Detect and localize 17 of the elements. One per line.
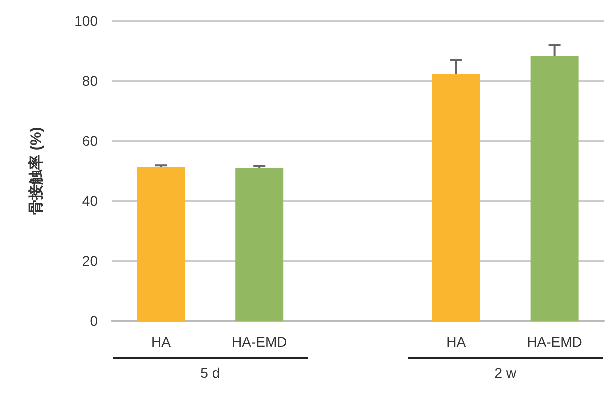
group-bracket: 2 w [408, 357, 603, 381]
x-tick-label: HA-EMD [527, 334, 582, 350]
y-tick-label: 40 [82, 193, 98, 209]
bar [530, 56, 579, 321]
x-tick-label: HA [151, 334, 172, 350]
y-tick-label: 80 [82, 73, 98, 89]
group-bracket: 5 d [113, 357, 308, 381]
bar [432, 74, 480, 321]
y-tick-label: 100 [74, 13, 98, 29]
bar [236, 168, 284, 321]
bar [137, 167, 186, 321]
y-tick-label: 20 [82, 253, 98, 269]
x-tick-label: HA-EMD [232, 334, 288, 350]
x-tick-label: HA [446, 334, 467, 350]
y-axis-title: 骨接触率 (%) [27, 127, 45, 215]
y-tick-label: 60 [82, 133, 98, 149]
y-tick-label: 0 [90, 313, 98, 329]
